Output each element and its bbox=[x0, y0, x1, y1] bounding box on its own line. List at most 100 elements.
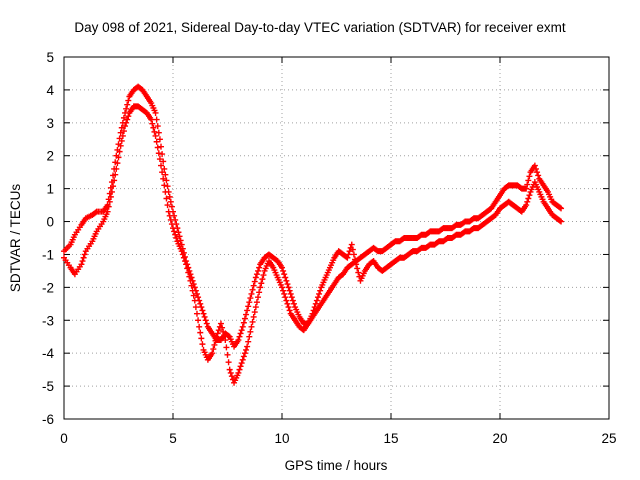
data-point bbox=[154, 144, 161, 151]
data-point bbox=[279, 264, 285, 271]
y-tick-label: -4 bbox=[42, 346, 54, 361]
data-point bbox=[311, 304, 318, 311]
data-point bbox=[556, 217, 563, 224]
y-tick-label: 5 bbox=[46, 50, 54, 65]
data-point bbox=[175, 229, 182, 236]
data-point bbox=[125, 97, 132, 104]
data-point bbox=[237, 363, 244, 370]
data-point bbox=[106, 198, 113, 205]
data-point bbox=[116, 148, 123, 155]
data-point bbox=[525, 177, 532, 184]
data-point bbox=[158, 143, 165, 150]
data-point bbox=[309, 310, 316, 317]
data-point bbox=[184, 265, 191, 272]
data-point bbox=[284, 281, 291, 288]
data-point bbox=[220, 328, 227, 335]
data-point bbox=[257, 284, 264, 291]
data-point bbox=[348, 241, 355, 248]
data-point bbox=[110, 183, 117, 190]
data-point bbox=[283, 297, 290, 304]
data-point bbox=[286, 307, 293, 314]
y-tick-label: -2 bbox=[42, 280, 54, 295]
data-point bbox=[313, 297, 320, 304]
data-point bbox=[228, 373, 235, 380]
data-point bbox=[177, 237, 184, 244]
data-point bbox=[222, 337, 229, 344]
data-point bbox=[186, 273, 193, 280]
data-point bbox=[114, 160, 121, 167]
data-point bbox=[201, 313, 208, 320]
data-point bbox=[162, 188, 169, 195]
data-point bbox=[191, 284, 198, 291]
data-point bbox=[162, 171, 169, 178]
data-point bbox=[171, 228, 178, 235]
data-point bbox=[202, 317, 209, 324]
data-point bbox=[160, 158, 167, 165]
data-point bbox=[346, 248, 353, 255]
data-point bbox=[195, 317, 202, 324]
data-point bbox=[123, 119, 130, 126]
data-point bbox=[203, 320, 210, 327]
data-marks bbox=[61, 83, 565, 386]
data-point bbox=[118, 124, 125, 131]
data-point bbox=[226, 366, 233, 373]
data-point bbox=[105, 203, 112, 210]
data-point bbox=[219, 324, 226, 331]
data-point bbox=[166, 212, 173, 219]
y-tick-label: -5 bbox=[42, 379, 54, 394]
data-point bbox=[197, 300, 204, 307]
data-point bbox=[209, 350, 216, 357]
data-point bbox=[158, 162, 165, 169]
data-point bbox=[81, 251, 88, 258]
data-point bbox=[163, 177, 170, 184]
data-point bbox=[235, 369, 242, 376]
data-point bbox=[92, 209, 99, 216]
data-point bbox=[124, 101, 131, 108]
data-point bbox=[239, 323, 246, 330]
data-point bbox=[120, 128, 127, 135]
data-point bbox=[159, 151, 166, 158]
data-point bbox=[176, 233, 183, 240]
data-point bbox=[258, 280, 265, 287]
data-point bbox=[535, 172, 542, 179]
y-tick-label: 0 bbox=[46, 215, 54, 230]
data-point bbox=[161, 182, 168, 189]
data-point bbox=[104, 208, 111, 215]
data-point bbox=[156, 156, 163, 163]
data-point bbox=[123, 105, 130, 112]
y-tick-label: -3 bbox=[42, 313, 54, 328]
data-point bbox=[117, 129, 124, 136]
data-point bbox=[523, 202, 530, 209]
data-point bbox=[154, 123, 161, 130]
data-point bbox=[353, 261, 360, 268]
data-point bbox=[165, 208, 172, 215]
data-point bbox=[532, 165, 539, 172]
data-point bbox=[245, 338, 252, 345]
data-point bbox=[243, 311, 250, 318]
data-point bbox=[558, 205, 565, 212]
data-point bbox=[238, 327, 245, 334]
data-point bbox=[150, 124, 157, 131]
data-point bbox=[161, 165, 168, 172]
data-point bbox=[282, 294, 289, 301]
data-point bbox=[524, 181, 531, 188]
data-point bbox=[526, 173, 533, 180]
data-point bbox=[316, 290, 323, 297]
data-point bbox=[243, 346, 250, 353]
data-point bbox=[152, 109, 159, 116]
data-point bbox=[290, 300, 297, 307]
chart-title: Day 098 of 2021, Sidereal Day-to-day VTE… bbox=[74, 20, 565, 35]
data-point bbox=[283, 277, 290, 284]
data-point bbox=[240, 319, 247, 326]
data-point bbox=[310, 307, 317, 314]
data-point bbox=[237, 330, 244, 337]
data-point bbox=[255, 294, 262, 301]
y-tick-label: -6 bbox=[42, 412, 54, 427]
data-point bbox=[239, 356, 246, 363]
data-point bbox=[281, 290, 288, 297]
data-point bbox=[246, 299, 253, 306]
data-point bbox=[163, 195, 170, 202]
